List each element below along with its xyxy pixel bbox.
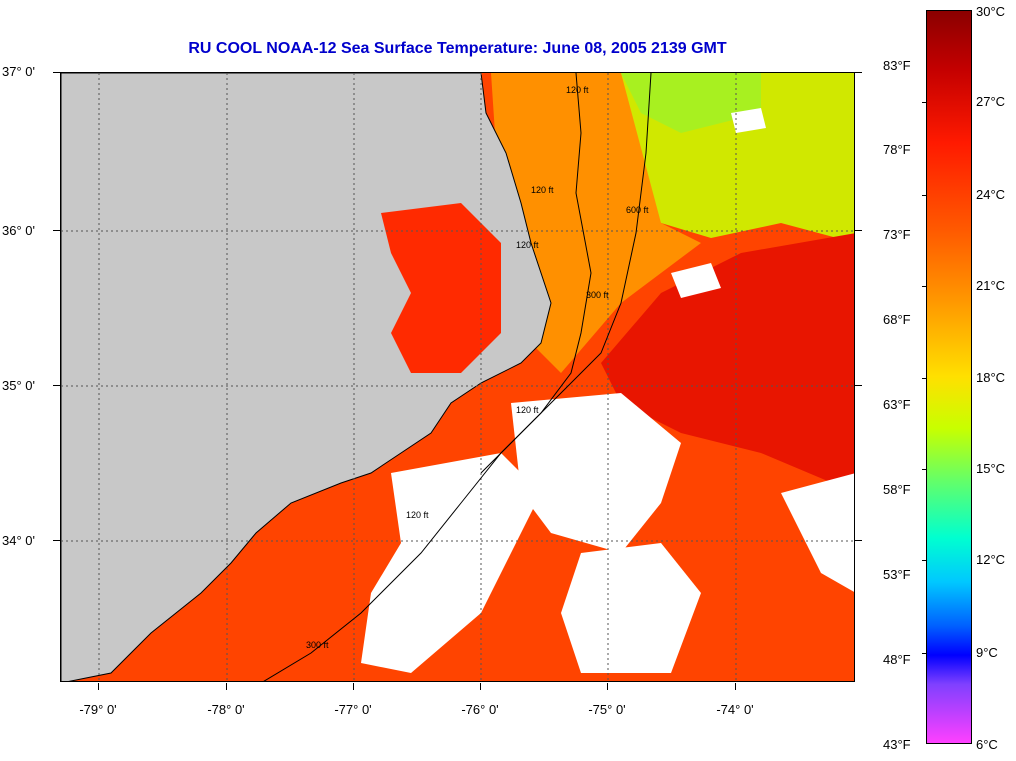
lon-tick [98, 683, 99, 690]
isobath-contours [263, 73, 652, 681]
lat-tick-right [855, 72, 862, 73]
colorbar-tick [922, 286, 926, 287]
contour-label: 120 ft [516, 240, 539, 250]
lat-tick [53, 230, 60, 231]
colorbar-celsius-label: 6°C [976, 737, 998, 752]
contour-label-group: 120 ft 120 ft 120 ft 600 ft 300 ft 120 f… [306, 85, 649, 650]
lon-tick [353, 683, 354, 690]
colorbar-tick [922, 653, 926, 654]
colorbar-celsius-label: 12°C [976, 552, 1006, 567]
colorbar-celsius-label: 27°C [976, 94, 1006, 109]
contour-label: 120 ft [406, 510, 429, 520]
sst-map[interactable]: 120 ft 120 ft 120 ft 600 ft 300 ft 120 f… [60, 72, 855, 682]
cloud-east-1 [781, 473, 854, 592]
lon-label: -78° 0' [207, 702, 245, 717]
cloud-north-2 [671, 263, 721, 298]
colorbar-celsius-label: 18°C [976, 370, 1006, 385]
lon-tick [226, 683, 227, 690]
lat-label: 37° 0' [2, 64, 35, 79]
lon-label: -76° 0' [461, 702, 499, 717]
gulf-stream [601, 233, 854, 493]
cloud-north-1 [731, 108, 766, 133]
colorbar-tick [922, 102, 926, 103]
lon-label: -79° 0' [79, 702, 117, 717]
colorbar-fahrenheit-label: 43°F [883, 737, 911, 752]
colorbar-fahrenheit-label: 63°F [883, 397, 911, 412]
colorbar-fahrenheit-label: 48°F [883, 652, 911, 667]
contour-label: 300 ft [306, 640, 329, 650]
colorbar-celsius-label: 15°C [976, 461, 1006, 476]
pamlico-sound [381, 203, 501, 373]
colorbar-fahrenheit-label: 73°F [883, 227, 911, 242]
lat-label: 34° 0' [2, 533, 35, 548]
cool-water-north-2 [621, 73, 761, 133]
lon-tick [480, 683, 481, 690]
lon-label: -74° 0' [716, 702, 754, 717]
colorbar-tick [922, 560, 926, 561]
colorbar-celsius-label: 30°C [976, 4, 1006, 19]
contour-label: 600 ft [626, 205, 649, 215]
contour-label: 300 ft [586, 290, 609, 300]
colorbar-fahrenheit-label: 58°F [883, 482, 911, 497]
colorbar-fahrenheit-label: 68°F [883, 312, 911, 327]
colorbar-fahrenheit-label: 78°F [883, 142, 911, 157]
colorbar-tick [922, 378, 926, 379]
colorbar-celsius-label: 9°C [976, 645, 998, 660]
contour-label: 120 ft [531, 185, 554, 195]
colorbar-celsius-label: 21°C [976, 278, 1006, 293]
lat-label: 35° 0' [2, 378, 35, 393]
map-title: RU COOL NOAA-12 Sea Surface Temperature:… [188, 40, 727, 57]
colorbar-fahrenheit-label: 53°F [883, 567, 911, 582]
colorbar-tick [922, 195, 926, 196]
colorbar-celsius-label: 24°C [976, 187, 1006, 202]
lat-tick-right [855, 540, 862, 541]
sst-map-canvas: 120 ft 120 ft 120 ft 600 ft 300 ft 120 f… [61, 73, 854, 681]
lon-tick [735, 683, 736, 690]
graticule [61, 73, 854, 681]
lat-tick-right [855, 385, 862, 386]
contour-label: 120 ft [516, 405, 539, 415]
colorbar-tick [922, 469, 926, 470]
lon-tick [607, 683, 608, 690]
contour-label: 120 ft [566, 85, 589, 95]
cloud-south-2 [511, 393, 681, 553]
cloud-south-3 [561, 543, 701, 673]
lat-tick [53, 540, 60, 541]
lon-label: -77° 0' [334, 702, 372, 717]
colorbar-fahrenheit-label: 83°F [883, 58, 911, 73]
lon-label: -75° 0' [588, 702, 626, 717]
lat-tick [53, 385, 60, 386]
cloud-south-1 [361, 453, 541, 673]
lat-label: 36° 0' [2, 223, 35, 238]
lat-tick [53, 72, 60, 73]
temperature-colorbar [926, 10, 972, 744]
lat-tick-right [855, 230, 862, 231]
